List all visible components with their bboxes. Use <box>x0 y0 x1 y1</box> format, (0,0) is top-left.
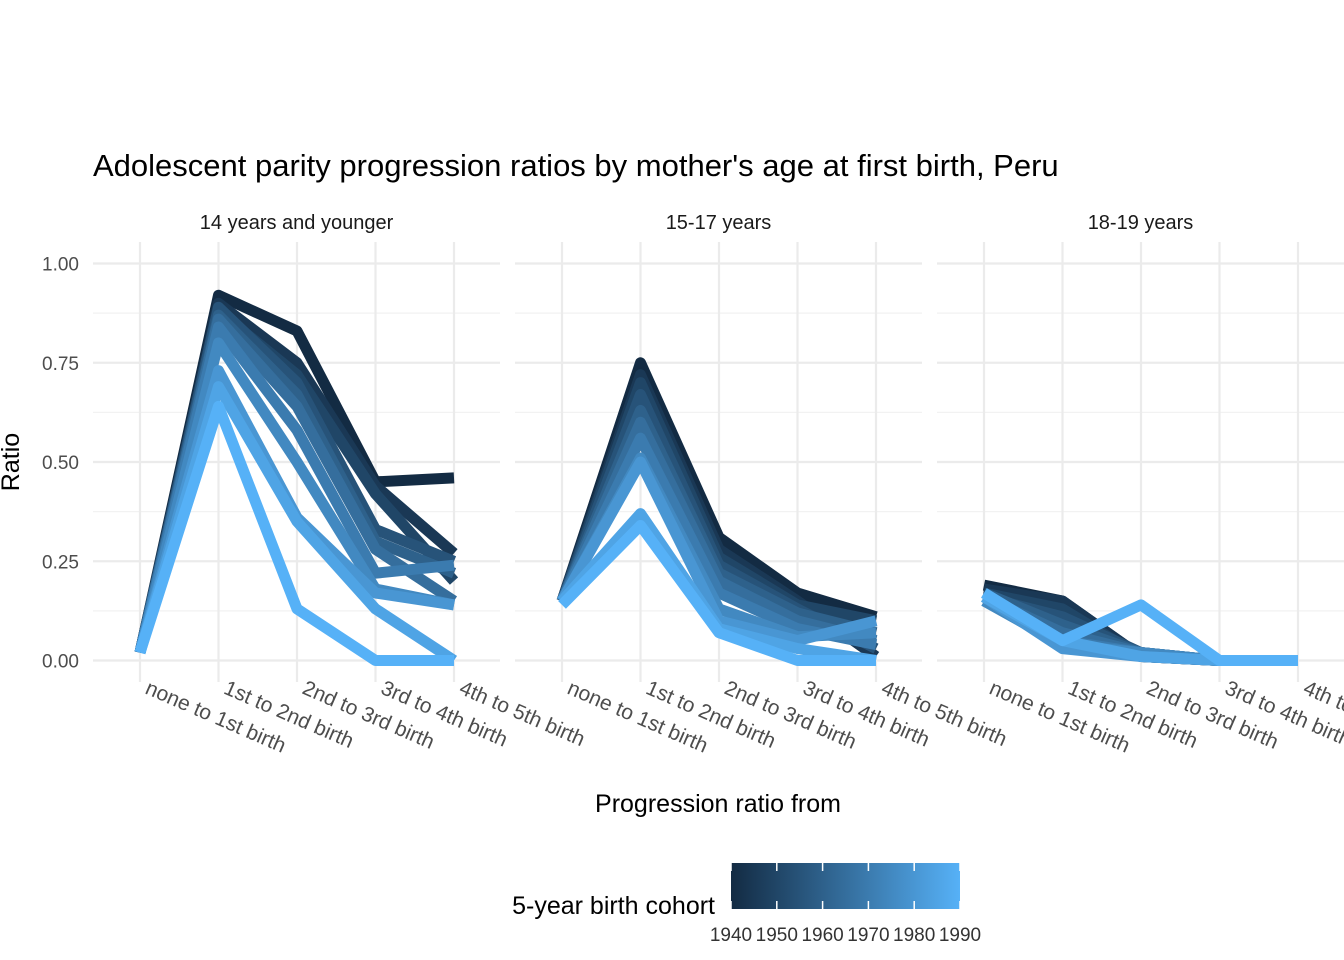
x-axis-title: Progression ratio from <box>595 790 841 818</box>
y-tick-label: 0.00 <box>42 652 79 673</box>
legend-tick-label: 1960 <box>801 925 843 946</box>
legend-colorbar <box>731 863 960 909</box>
y-tick-label: 0.50 <box>42 453 79 474</box>
legend-tick-label: 1950 <box>756 925 798 946</box>
legend-tick-label: 1990 <box>939 925 981 946</box>
y-tick-label: 0.25 <box>42 552 79 573</box>
y-tick-label: 0.75 <box>42 354 79 375</box>
y-axis-title: Ratio <box>0 433 25 491</box>
legend-tick-label: 1980 <box>893 925 935 946</box>
legend-title: 5-year birth cohort <box>512 892 715 920</box>
legend-ticks: 1940 1950 1960 1970 1980 1990 <box>710 863 981 946</box>
chart-title: Adolescent parity progression ratios by … <box>93 148 1059 183</box>
legend-tick-label: 1940 <box>710 925 752 946</box>
series-line <box>981 588 1298 666</box>
series-line <box>558 520 876 666</box>
facet-strip-label: 14 years and younger <box>200 212 394 234</box>
legend: 5-year birth cohort 1940 1950 1960 1970 1980… <box>512 863 981 946</box>
legend-tick-label: 1970 <box>847 925 889 946</box>
y-tick-label: 1.00 <box>42 255 79 276</box>
series-line <box>134 400 454 666</box>
facet-strip-label: 15-17 years <box>666 212 772 234</box>
facet-strip-label: 18-19 years <box>1088 212 1194 234</box>
